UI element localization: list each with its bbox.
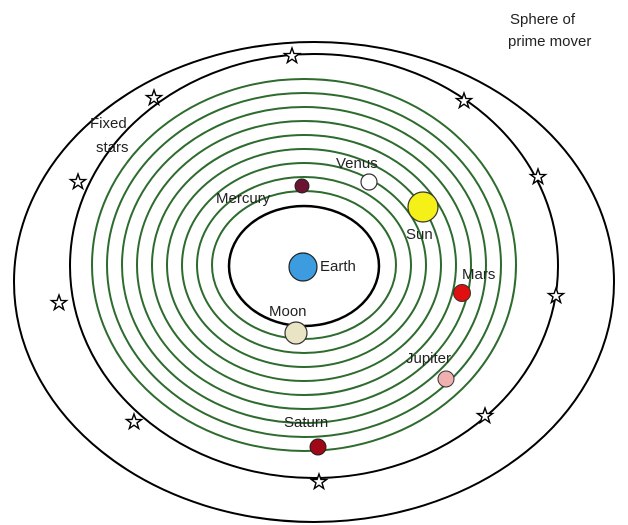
fixed-stars-label-line2: stars [96,139,129,156]
venus-label: Venus [336,155,378,172]
earth-label: Earth [320,258,356,275]
mars-label: Mars [462,266,495,283]
orbit-ring [91,78,517,452]
prime-mover-label-line1: Sphere of [510,11,576,28]
star-icon [124,411,144,431]
sun-label: Sun [406,226,433,243]
orbit-ring [121,106,487,424]
venus-icon [360,173,378,191]
orbit-ring [151,134,457,396]
moon-label: Moon [269,303,307,320]
prime-mover-sphere [13,41,615,523]
star-icon [309,471,329,491]
orbit-ring [136,120,472,410]
orbit-ring [196,176,412,354]
jupiter-icon [437,370,455,388]
planetary-orbits [91,78,517,452]
mercury-label: Mercury [216,190,271,207]
earth-icon [288,252,318,282]
saturn-icon [309,438,327,456]
star-icon [546,285,566,305]
saturn-label: Saturn [284,414,328,431]
jupiter-label: Jupiter [406,350,451,367]
fixed-stars-label-line1: Fixed [90,115,127,132]
star-icon [49,292,69,312]
moon-icon [284,321,308,345]
stars [49,45,566,491]
star-icon [282,45,302,65]
star-icon [475,405,495,425]
star-icon [68,171,88,191]
orbit-ring [181,162,427,368]
mars-icon [453,284,471,302]
fixed-stars-sphere [69,53,559,479]
orbit-ring [106,92,502,438]
orbit-ring [166,148,442,382]
star-icon [144,87,164,107]
prime-mover-label-line2: prime mover [508,33,591,50]
mercury-icon [294,178,310,194]
star-icon [454,90,474,110]
sun-icon [407,191,439,223]
star-icon [528,166,548,186]
